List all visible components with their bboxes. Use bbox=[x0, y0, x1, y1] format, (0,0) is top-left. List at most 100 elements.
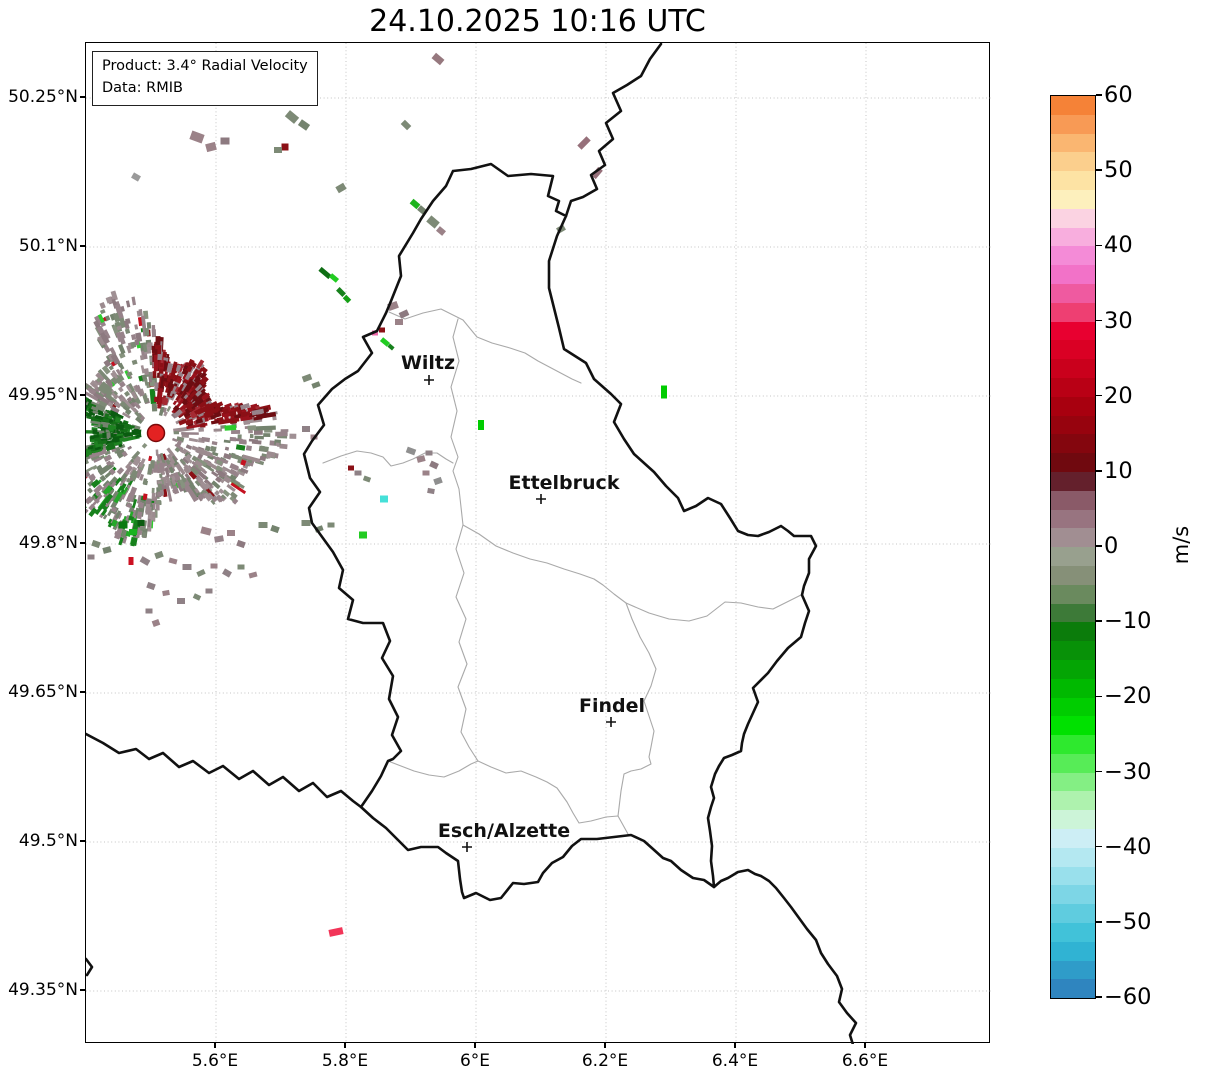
radar-patch bbox=[577, 136, 591, 150]
radar-patch bbox=[220, 137, 230, 145]
radar-speck bbox=[231, 429, 241, 435]
radar-speck bbox=[184, 485, 192, 493]
radar-speck bbox=[229, 463, 239, 471]
colorbar-band bbox=[1051, 904, 1095, 924]
colorbar-tick-mark bbox=[1096, 470, 1102, 472]
colorbar-band bbox=[1051, 772, 1095, 792]
colorbar-band bbox=[1051, 471, 1095, 491]
colorbar-band bbox=[1051, 847, 1095, 867]
radar-speck bbox=[199, 422, 206, 429]
radar-speck bbox=[200, 366, 208, 374]
radar-patch bbox=[87, 554, 95, 560]
x-tick-label: 6.6°E bbox=[841, 1051, 889, 1071]
radar-speck bbox=[254, 435, 264, 440]
radar-speck bbox=[86, 497, 92, 504]
radar-speck bbox=[233, 473, 238, 479]
radar-speck bbox=[238, 439, 247, 445]
colorbar-tick-mark bbox=[1096, 244, 1102, 247]
radar-speck bbox=[110, 371, 119, 380]
radar-speck bbox=[245, 445, 252, 452]
radar-patch bbox=[222, 568, 232, 578]
colorbar-band bbox=[1051, 171, 1095, 190]
radar-speck bbox=[117, 343, 126, 355]
radar-patch bbox=[128, 557, 134, 565]
colorbar-tick-label: −30 bbox=[1104, 758, 1152, 785]
radar-speck bbox=[172, 400, 178, 406]
radar-speck bbox=[120, 529, 129, 539]
colorbar-band bbox=[1051, 697, 1095, 717]
radar-speck bbox=[86, 449, 93, 458]
radar-speck bbox=[229, 410, 237, 417]
radar-speck bbox=[181, 432, 199, 435]
radar-speck bbox=[203, 478, 213, 488]
colorbar-tick-label: 40 bbox=[1104, 232, 1133, 259]
radar-speck bbox=[94, 437, 101, 442]
radar-speck bbox=[185, 373, 192, 381]
radar-speck bbox=[126, 477, 132, 484]
colorbar-band bbox=[1051, 565, 1095, 585]
radar-patch bbox=[336, 287, 346, 297]
radar-speck bbox=[119, 482, 127, 492]
city-label: Ettelbruck bbox=[509, 472, 620, 494]
radar-speck bbox=[130, 537, 137, 547]
radar-speck bbox=[153, 354, 158, 372]
radar-speck bbox=[105, 444, 116, 452]
radar-speck bbox=[125, 460, 133, 469]
radar-speck bbox=[88, 473, 96, 481]
radar-speck bbox=[105, 393, 114, 402]
radar-speck bbox=[148, 376, 153, 383]
colorbar-band bbox=[1051, 114, 1095, 134]
radar-speck bbox=[258, 445, 269, 453]
radar-speck bbox=[177, 383, 184, 393]
radar-speck bbox=[155, 449, 159, 456]
colorbar-tick-mark bbox=[1096, 319, 1102, 322]
radar-speck bbox=[223, 459, 229, 464]
radar-speck bbox=[122, 487, 129, 495]
radar-speck bbox=[121, 411, 131, 419]
radar-patch bbox=[154, 550, 164, 560]
radar-speck bbox=[194, 479, 202, 487]
colorbar-band bbox=[1051, 302, 1095, 322]
radar-patch bbox=[328, 273, 340, 283]
radar-patch bbox=[189, 130, 205, 144]
map-canvas: Wiltz Ettelbruck Findel Esch/Alzette bbox=[86, 43, 991, 1044]
x-tick-label: 6.2°E bbox=[581, 1051, 629, 1071]
radar-speck bbox=[86, 399, 89, 406]
radar-speck bbox=[194, 487, 200, 494]
radar-speck bbox=[138, 375, 144, 382]
radar-speck bbox=[105, 460, 112, 466]
radar-speck bbox=[183, 455, 193, 464]
colorbar-tick-label: −20 bbox=[1104, 683, 1152, 710]
radar-patch bbox=[301, 520, 311, 526]
radar-speck bbox=[201, 392, 210, 401]
colorbar-tick-mark bbox=[1096, 845, 1102, 848]
radar-patch bbox=[210, 563, 218, 569]
radar-speck bbox=[251, 458, 260, 463]
radar-speck bbox=[249, 433, 254, 439]
radar-speck bbox=[201, 436, 211, 443]
radar-speck bbox=[157, 483, 163, 491]
radar-speck bbox=[179, 473, 187, 483]
radar-speck bbox=[114, 321, 121, 327]
radar-patch bbox=[196, 569, 206, 577]
radar-speck bbox=[167, 453, 176, 465]
radar-speck bbox=[94, 415, 100, 420]
radar-speck bbox=[172, 485, 180, 495]
radar-patch bbox=[328, 927, 344, 937]
radar-patch bbox=[145, 608, 153, 614]
radar-speck bbox=[102, 329, 111, 340]
radar-speck bbox=[224, 446, 230, 451]
radar-speck bbox=[199, 387, 205, 392]
colorbar-band bbox=[1051, 622, 1095, 642]
radar-speck bbox=[125, 502, 133, 509]
radar-speck bbox=[144, 327, 150, 336]
radar-speck bbox=[113, 390, 118, 396]
radar-speck bbox=[280, 429, 289, 432]
radar-speck bbox=[197, 453, 204, 460]
radar-patch bbox=[177, 598, 185, 604]
colorbar-band bbox=[1051, 377, 1095, 397]
radar-speck bbox=[215, 494, 224, 503]
radar-speck bbox=[199, 375, 209, 386]
radar-speck bbox=[289, 433, 297, 439]
radar-patch bbox=[416, 455, 426, 463]
